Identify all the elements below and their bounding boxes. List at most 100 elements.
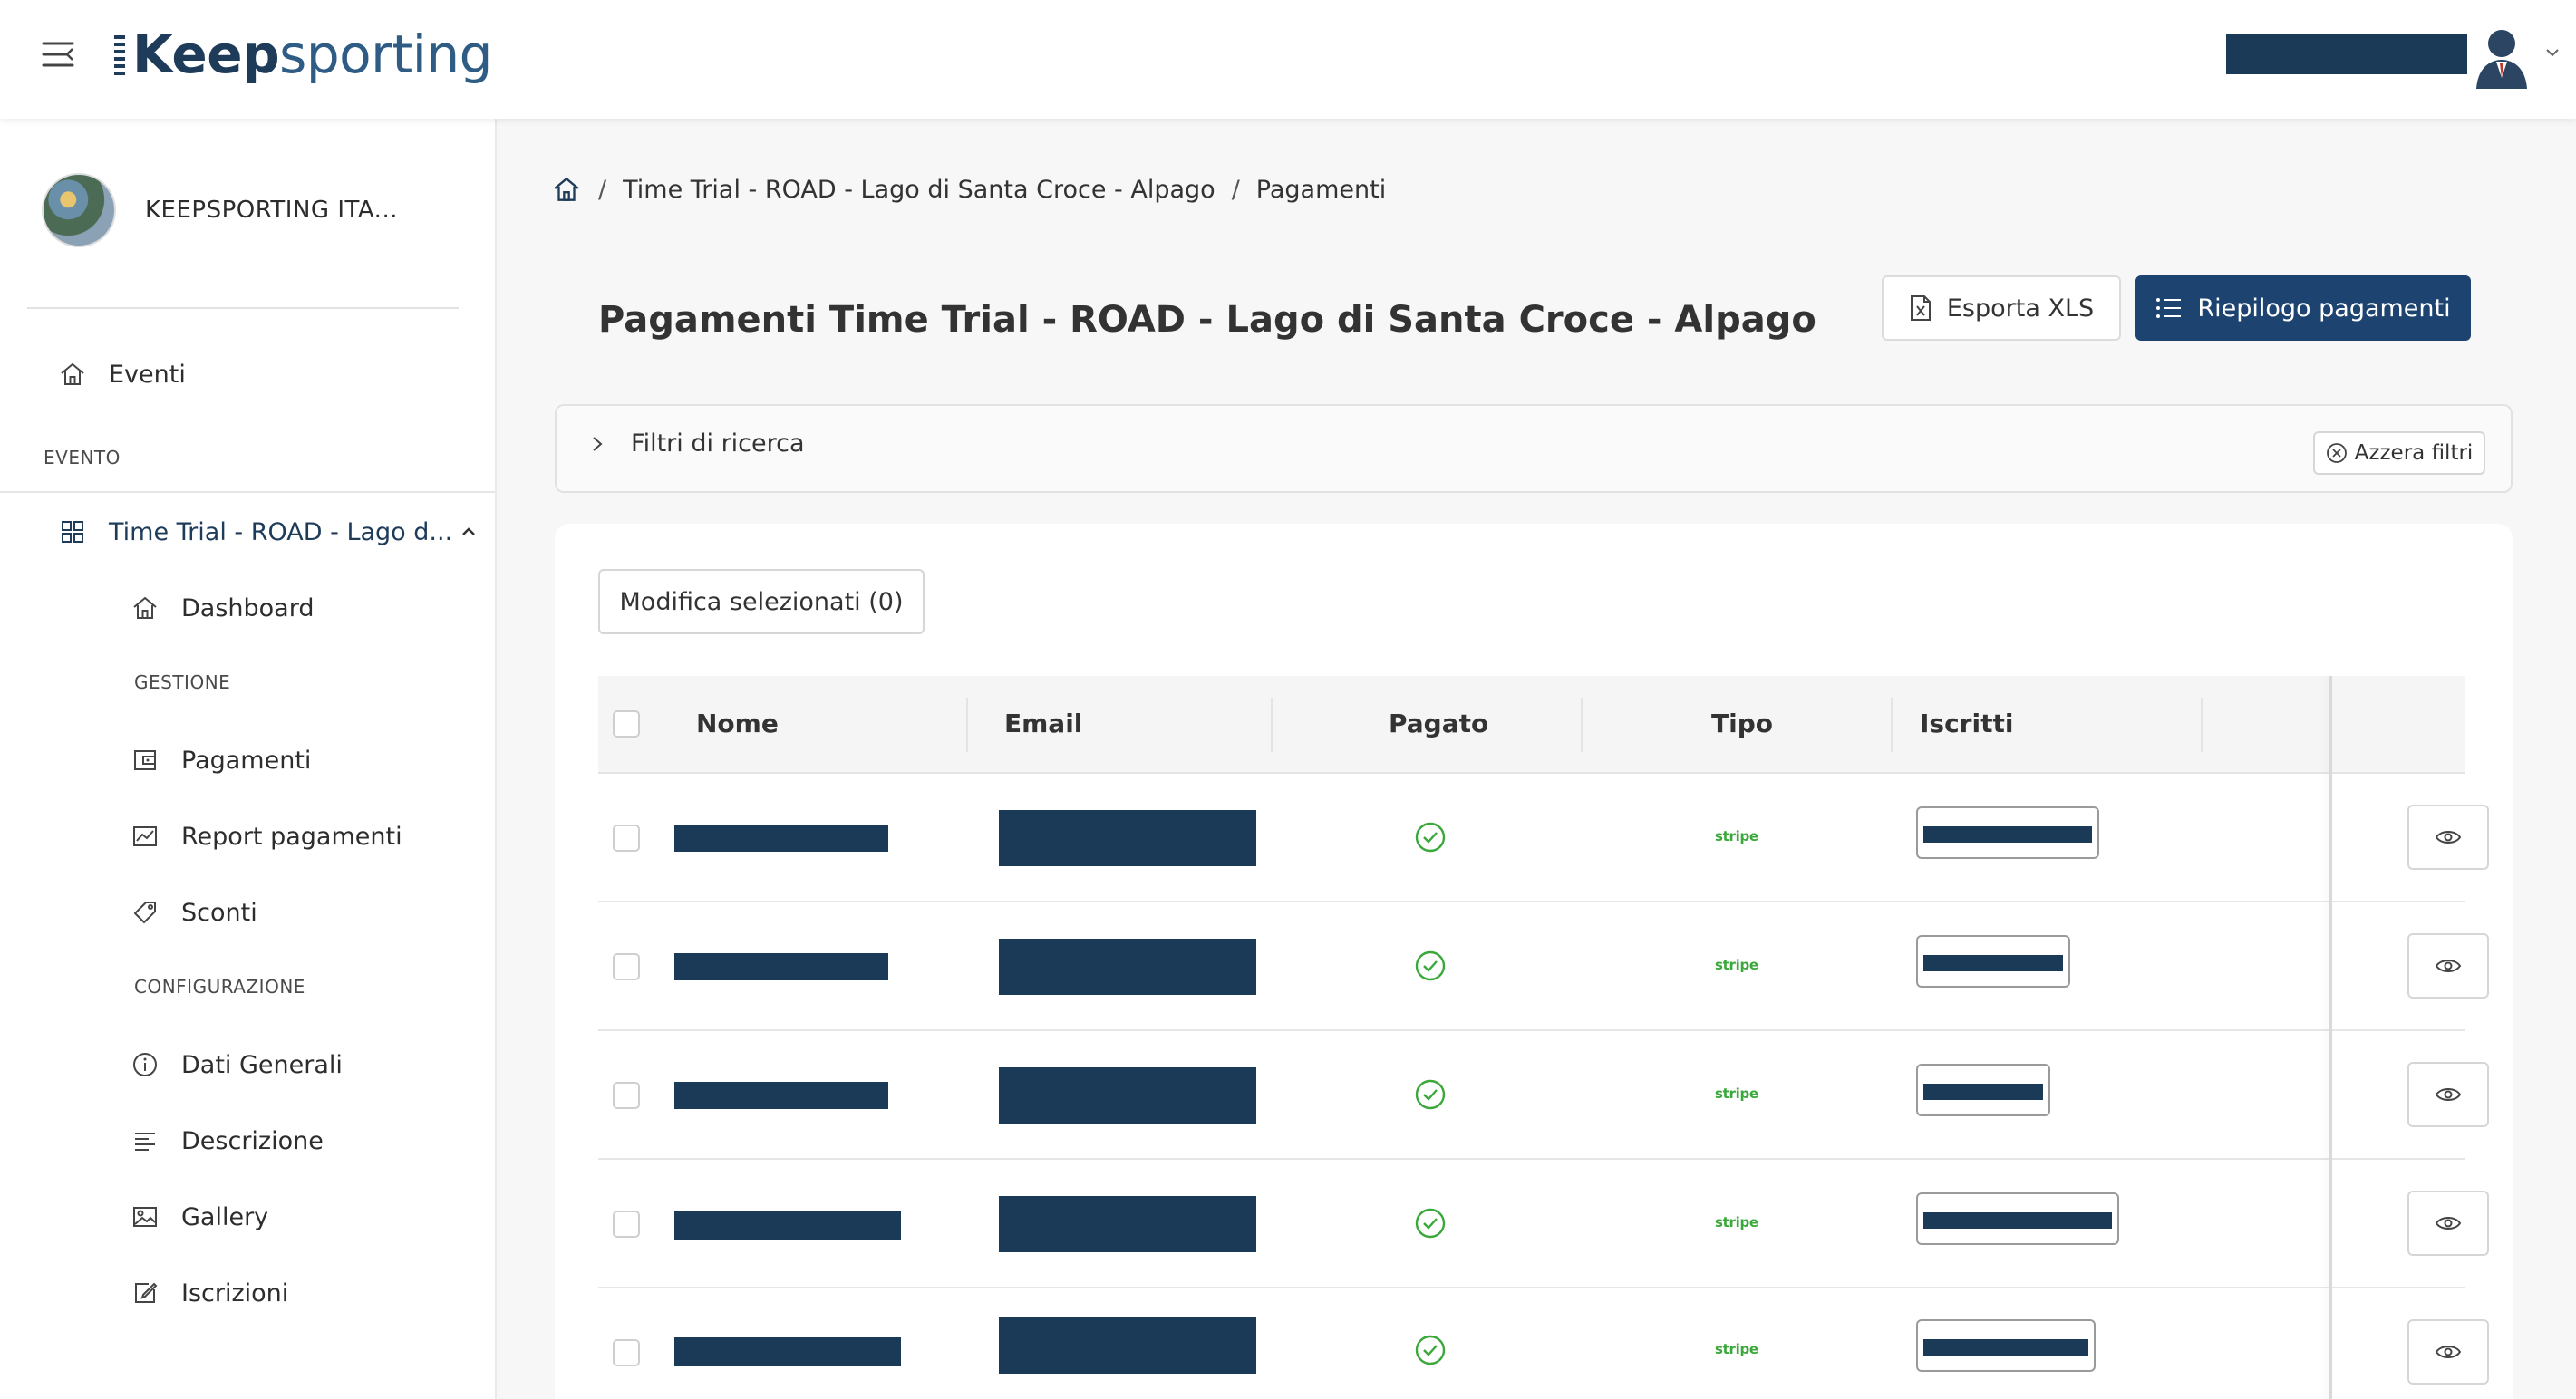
eye-icon: [2435, 1217, 2462, 1230]
payment-type-stripe: stripe: [1715, 1341, 1758, 1357]
tag-icon: [133, 902, 156, 924]
column-divider[interactable]: [1271, 698, 1273, 752]
view-button[interactable]: [2407, 1062, 2489, 1127]
table-row[interactable]: stripe: [598, 774, 2489, 902]
sidebar-item-report-pagamenti[interactable]: Report pagamenti: [131, 822, 402, 851]
organization-name: KEEPSPORTING ITA...: [145, 197, 398, 224]
sidebar-item-dati-generali[interactable]: Dati Generali: [131, 1050, 343, 1079]
organization-info[interactable]: KEEPSPORTING ITA...: [42, 173, 398, 247]
chevron-down-icon[interactable]: [2543, 45, 2561, 60]
eye-icon: [2435, 1346, 2462, 1358]
breadcrumb-separator: /: [598, 175, 607, 204]
iscritti-badge[interactable]: [1916, 1064, 2050, 1116]
chevron-up-icon[interactable]: [460, 525, 478, 539]
sidebar-item-event[interactable]: Time Trial - ROAD - Lago d...: [58, 517, 478, 546]
search-filters-panel: Filtri di ricerca Azzera filtri: [555, 404, 2513, 493]
row-checkbox[interactable]: [613, 1082, 640, 1109]
user-name-redacted[interactable]: [2226, 34, 2467, 74]
keepsporting-logo[interactable]: Keep sporting: [114, 18, 492, 91]
search-filters-toggle[interactable]: Filtri di ricerca: [589, 429, 805, 458]
payments-summary-button[interactable]: Riepilogo pagamenti: [2135, 275, 2471, 341]
sidebar-item-label: Descrizione: [181, 1126, 324, 1155]
sidebar-item-gallery[interactable]: Gallery: [131, 1202, 268, 1231]
column-header-tipo[interactable]: Tipo: [1711, 709, 1773, 738]
export-xls-button[interactable]: Esporta XLS: [1882, 275, 2121, 341]
wallet-icon: [134, 750, 156, 770]
view-button[interactable]: [2407, 933, 2489, 999]
payment-type-stripe: stripe: [1715, 1085, 1758, 1102]
sidebar-item-dashboard[interactable]: Dashboard: [131, 593, 314, 622]
column-header-nome[interactable]: Nome: [696, 709, 779, 738]
column-divider[interactable]: [966, 698, 968, 752]
user-avatar-icon[interactable]: [2473, 25, 2531, 89]
home-icon[interactable]: [551, 174, 582, 205]
iscritti-badge[interactable]: [1916, 935, 2070, 988]
section-configurazione: CONFIGURAZIONE: [134, 976, 305, 998]
sidebar-divider: [27, 307, 459, 309]
select-all-checkbox[interactable]: [613, 710, 640, 738]
column-divider[interactable]: [1891, 698, 1893, 752]
home-icon: [133, 596, 157, 619]
table-row[interactable]: stripe: [598, 1160, 2489, 1288]
column-header-email[interactable]: Email: [1004, 709, 1083, 738]
sidebar: KEEPSPORTING ITA... Eventi EVENTO Time T…: [0, 119, 497, 1399]
menu-toggle-icon[interactable]: [40, 38, 76, 71]
iscritti-badge[interactable]: [1916, 1319, 2096, 1372]
email-redacted: [999, 1196, 1256, 1252]
sidebar-divider: [0, 491, 495, 493]
sidebar-item-label: Iscrizioni: [181, 1278, 289, 1307]
sidebar-item-label: Eventi: [109, 360, 186, 389]
sticky-column-divider: [2329, 676, 2332, 1399]
iscritti-badge[interactable]: [1916, 1192, 2119, 1245]
sidebar-item-label: Dashboard: [181, 593, 315, 622]
home-icon: [61, 362, 84, 385]
check-circle-icon: [1415, 1208, 1446, 1239]
reset-filters-label: Azzera filtri: [2354, 441, 2474, 465]
payment-type-stripe: stripe: [1715, 1214, 1758, 1230]
sidebar-item-label: Sconti: [181, 898, 257, 927]
iscritti-badge[interactable]: [1916, 806, 2099, 859]
sidebar-item-sconti[interactable]: Sconti: [131, 898, 257, 927]
edit-selected-button[interactable]: Modifica selezionati (0): [598, 569, 925, 634]
sidebar-item-pagamenti[interactable]: Pagamenti: [131, 746, 311, 775]
sidebar-item-label: Gallery: [181, 1202, 269, 1231]
edit-icon: [135, 1282, 158, 1303]
sidebar-item-label: Time Trial - ROAD - Lago d...: [109, 517, 453, 546]
breadcrumb-current: Pagamenti: [1255, 175, 1387, 204]
view-button[interactable]: [2407, 1191, 2489, 1256]
check-circle-icon: [1415, 950, 1446, 981]
sidebar-item-label: Dati Generali: [181, 1050, 343, 1079]
email-redacted: [999, 939, 1256, 995]
sidebar-item-descrizione[interactable]: Descrizione: [131, 1126, 324, 1155]
row-checkbox[interactable]: [613, 953, 640, 980]
column-divider[interactable]: [2201, 698, 2203, 752]
email-redacted: [999, 1317, 1256, 1374]
chart-icon: [133, 826, 157, 846]
payment-type-stripe: stripe: [1715, 957, 1758, 973]
sidebar-item-label: Report pagamenti: [181, 822, 402, 851]
top-bar: Keep sporting: [0, 0, 2576, 119]
nome-redacted: [674, 825, 888, 852]
image-icon: [133, 1207, 157, 1227]
column-header-iscritti[interactable]: Iscritti: [1920, 709, 2014, 738]
column-divider[interactable]: [1581, 698, 1583, 752]
column-header-pagato[interactable]: Pagato: [1389, 709, 1489, 738]
table-row[interactable]: stripe: [598, 902, 2489, 1031]
sidebar-item-eventi[interactable]: Eventi: [58, 360, 186, 389]
export-xls-label: Esporta XLS: [1946, 294, 2095, 323]
email-redacted: [999, 1067, 1256, 1124]
row-checkbox[interactable]: [613, 825, 640, 852]
table-row[interactable]: stripe: [598, 1288, 2489, 1399]
table-header: Nome Email Pagato Tipo Iscritti: [598, 676, 2465, 774]
row-checkbox[interactable]: [613, 1211, 640, 1238]
view-button[interactable]: [2407, 1319, 2489, 1385]
breadcrumb-event[interactable]: Time Trial - ROAD - Lago di Santa Croce …: [623, 175, 1215, 204]
reset-filters-button[interactable]: Azzera filtri: [2313, 431, 2485, 475]
sidebar-item-label: Pagamenti: [181, 746, 312, 775]
view-button[interactable]: [2407, 805, 2489, 870]
payments-summary-label: Riepilogo pagamenti: [2197, 294, 2451, 323]
row-checkbox[interactable]: [613, 1339, 640, 1366]
email-redacted: [999, 810, 1256, 866]
table-row[interactable]: stripe: [598, 1031, 2489, 1160]
sidebar-item-iscrizioni[interactable]: Iscrizioni: [131, 1278, 288, 1307]
